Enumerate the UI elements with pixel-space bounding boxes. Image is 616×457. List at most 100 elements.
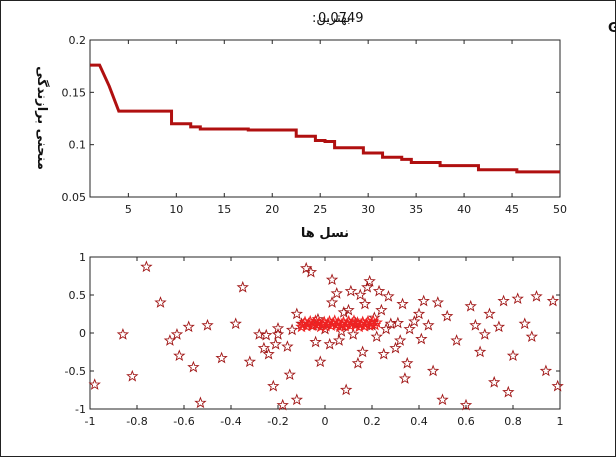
scatter-point [290, 307, 303, 320]
scatter-point [361, 280, 374, 293]
scatter-point [488, 375, 501, 388]
scatter-point [257, 341, 271, 354]
scatter-point [401, 356, 414, 369]
scatter-point [325, 296, 339, 308]
scatter-point [309, 335, 322, 348]
scatter-point [492, 320, 506, 333]
scatter-point [459, 398, 473, 411]
scatter-point [304, 265, 318, 278]
scatter-point [384, 317, 397, 330]
scatter-point [551, 379, 564, 392]
scatter-point [269, 337, 282, 350]
scatter-point [215, 351, 228, 364]
scatter-point [377, 347, 390, 360]
fitness-x-tick-label: 5 [125, 203, 132, 216]
fitness-x-tick-label: 35 [409, 203, 423, 216]
scatter-point [511, 292, 524, 305]
fitness-x-axis-label: نسل ها [301, 226, 349, 241]
scatter-point [271, 328, 285, 340]
scatter-x-tick-label: -1 [85, 415, 96, 428]
scatter-point [253, 328, 266, 340]
scatter-point [358, 297, 372, 310]
scatter-x-tick-label: 0.6 [457, 415, 475, 428]
figure-title: فرایند GA [608, 21, 616, 36]
fitness-y-axis-label: منحنی برازندگی [34, 66, 50, 170]
scatter-points [88, 260, 564, 411]
fitness-y-tick-label: 0.15 [62, 86, 87, 99]
scatter-point [281, 340, 294, 352]
scatter-y-tick-label: 0 [79, 327, 86, 340]
scatter-point [403, 322, 416, 335]
scatter-point [236, 280, 249, 293]
fitness-x-tick-label: 40 [457, 203, 471, 216]
scatter-point [356, 345, 369, 358]
scatter-point [154, 296, 167, 308]
scatter-point [201, 318, 214, 331]
scatter-point [382, 290, 395, 302]
scatter-point [276, 398, 289, 411]
scatter-point [394, 334, 407, 346]
scatter-cluster-point [370, 316, 383, 328]
scatter-point [182, 320, 195, 333]
scatter-point [478, 328, 491, 340]
scatter-point [398, 372, 412, 384]
fitness-x-tick-label: 45 [505, 203, 519, 216]
scatter-point [173, 349, 186, 362]
scatter-point [497, 294, 510, 307]
scatter-point [546, 294, 560, 307]
scatter-point [375, 303, 388, 316]
scatter-y-tick-label: -0.5 [65, 365, 86, 378]
scatter-point [187, 360, 200, 373]
fitness-y-tick-label: 0.05 [62, 191, 87, 204]
scatter-point [422, 318, 435, 331]
scatter-point [354, 288, 367, 301]
scatter-point [412, 307, 426, 320]
scatter-point [389, 341, 402, 354]
scatter-point [88, 378, 101, 390]
scatter-point [363, 274, 376, 287]
scatter-point [325, 273, 339, 286]
fitness-y-tick-label: 0.2 [69, 34, 87, 47]
scatter-point [271, 321, 285, 334]
scatter-x-tick-label: -0.4 [220, 415, 241, 428]
scatter-y-tick-label: -1 [75, 403, 86, 416]
scatter-point [431, 296, 444, 308]
fitness-x-tick-label: 20 [265, 203, 279, 216]
fitness-x-tick-label: 30 [361, 203, 375, 216]
scatter-point [267, 379, 280, 392]
scatter-x-tick-label: -0.8 [126, 415, 147, 428]
fitness-y-tick-label: 0.1 [69, 139, 87, 152]
scatter-point [379, 322, 393, 335]
scatter-point [372, 284, 386, 297]
scatter-point [229, 317, 242, 330]
scatter-point [339, 383, 353, 396]
scatter-point [473, 345, 487, 358]
fitness-x-tick-label: 25 [313, 203, 327, 216]
scatter-point [464, 299, 477, 312]
best-value: 0.0749 [318, 11, 364, 26]
scatter-point [391, 316, 405, 329]
scatter-point [344, 284, 358, 297]
scatter-x-tick-label: -0.2 [267, 415, 288, 428]
fitness-y-ticks: 0.05 0.1 0.15 0.2 [62, 34, 560, 204]
scatter-y-tick-label: 1 [79, 251, 86, 264]
fitness-x-tick-label: 10 [169, 203, 183, 216]
fitness-series-line [90, 63, 560, 174]
scatter-point [126, 369, 139, 382]
scatter-point [483, 307, 496, 320]
scatter-point [368, 311, 381, 324]
scatter-x-tick-label: 0 [322, 415, 329, 428]
scatter-point [290, 393, 303, 406]
scatter-point [441, 309, 454, 322]
scatter-x-tick-label: 0.4 [410, 415, 428, 428]
population-scatter-plot: -1 -0.8 -0.6 -0.4 -0.2 0 0.2 0.4 0.6 0.8 1 -1 -0.5 0… [65, 251, 564, 428]
scatter-point [539, 364, 553, 377]
scatter-point [436, 393, 449, 406]
scatter-point [323, 337, 336, 350]
scatter-point [426, 364, 440, 377]
scatter-point [283, 368, 296, 381]
scatter-point [342, 303, 355, 316]
scatter-x-tick-label: 1 [557, 415, 564, 428]
scatter-point [170, 328, 184, 340]
